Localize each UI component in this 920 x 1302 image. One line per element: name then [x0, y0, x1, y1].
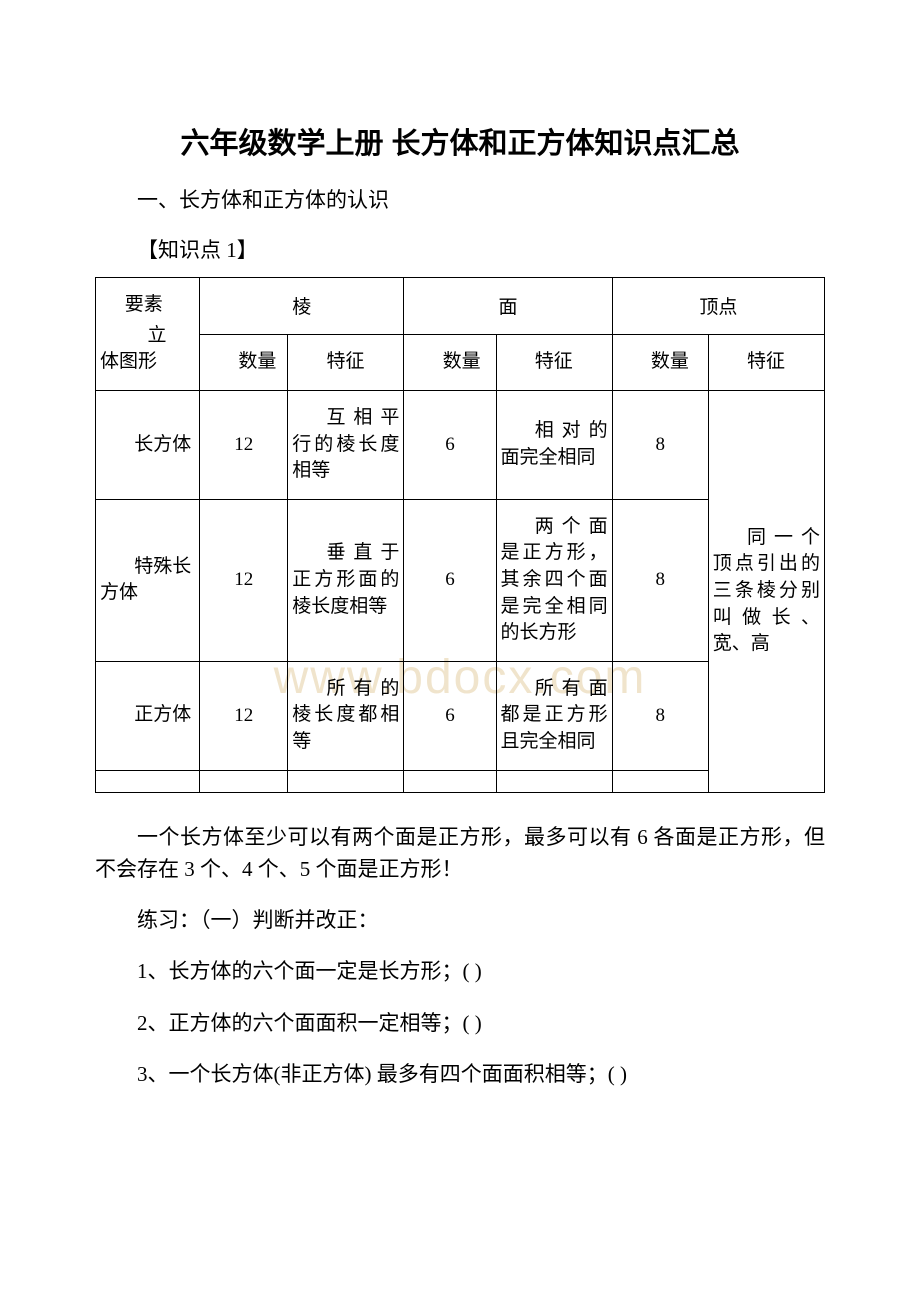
group-header-vertex: 顶点: [612, 278, 824, 335]
knowledge-point-label: 【知识点 1】: [95, 234, 825, 268]
properties-table: 要素 立体图形 棱 面 顶点 数量 特征 数量 特征 数量 特征 长方体 12 …: [95, 277, 825, 792]
face-feature: 所有面都是正方形且完全相同: [496, 661, 612, 770]
row-name: 特殊长方体: [96, 499, 200, 661]
note-paragraph: 一个长方体至少可以有两个面是正方形，最多可以有 6 各面是正方形，但不会存在 3…: [95, 821, 825, 886]
edge-count: 12: [200, 499, 288, 661]
sub-header-count: 数量: [404, 334, 496, 390]
sub-header-feature: 特征: [496, 334, 612, 390]
edge-feature: 垂直于正方形面的棱长度相等: [288, 499, 404, 661]
edge-count: 12: [200, 661, 288, 770]
sub-header-count: 数量: [200, 334, 288, 390]
group-header-face: 面: [404, 278, 612, 335]
table-row: 长方体 12 互相平行的棱长度相等 6 相对的面完全相同 8 同一个顶点引出的三…: [96, 390, 825, 499]
table-header-row-1: 要素 立体图形 棱 面 顶点: [96, 278, 825, 335]
vertex-count: 8: [612, 499, 708, 661]
row-name: 长方体: [96, 390, 200, 499]
section-heading: 一、长方体和正方体的认识: [95, 184, 825, 218]
page-title: 六年级数学上册 长方体和正方体知识点汇总: [95, 120, 825, 162]
vertex-feature-merged: 同一个顶点引出的三条棱分别叫做长、宽、高: [708, 390, 824, 792]
face-count: 6: [404, 390, 496, 499]
diagonal-header-cell: 要素 立体图形: [96, 278, 200, 391]
face-feature: 相对的面完全相同: [496, 390, 612, 499]
table-header-row-2: 数量 特征 数量 特征 数量 特征: [96, 334, 825, 390]
exercise-item: 2、正方体的六个面面积一定相等；( ): [95, 1007, 825, 1041]
sub-header-feature: 特征: [288, 334, 404, 390]
group-header-edge: 棱: [200, 278, 404, 335]
exercise-heading: 练习：（一）判断并改正：: [95, 904, 825, 938]
exercise-item: 1、长方体的六个面一定是长方形；( ): [95, 955, 825, 989]
edge-feature: 互相平行的棱长度相等: [288, 390, 404, 499]
sub-header-feature: 特征: [708, 334, 824, 390]
vertex-count: 8: [612, 661, 708, 770]
face-feature: 两个面是正方形，其余四个面是完全相同的长方形: [496, 499, 612, 661]
edge-count: 12: [200, 390, 288, 499]
face-count: 6: [404, 499, 496, 661]
edge-feature: 所有的棱长度都相等: [288, 661, 404, 770]
row-name: 正方体: [96, 661, 200, 770]
face-count: 6: [404, 661, 496, 770]
exercise-item: 3、一个长方体(非正方体) 最多有四个面面积相等；( ): [95, 1058, 825, 1092]
vertex-count: 8: [612, 390, 708, 499]
sub-header-count: 数量: [612, 334, 708, 390]
